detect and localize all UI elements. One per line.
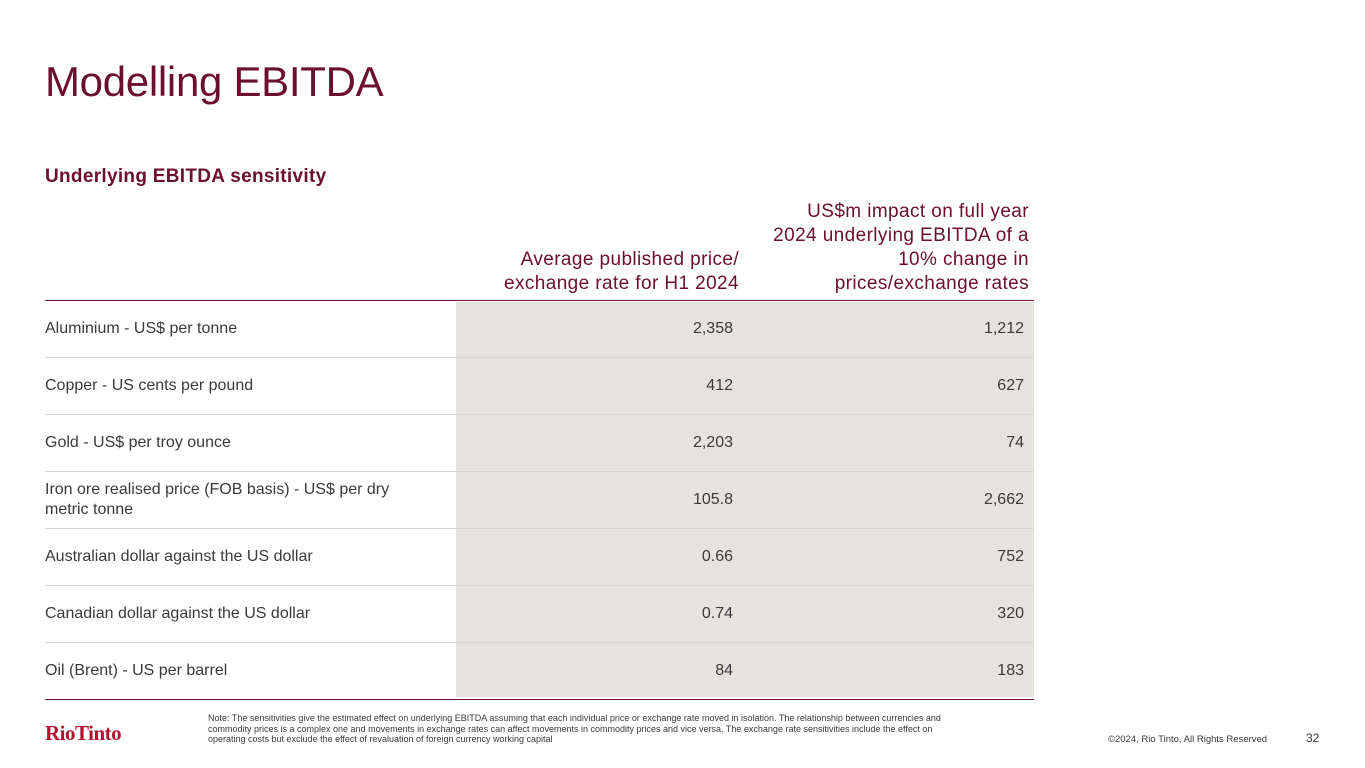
row-impact: 74 <box>1006 434 1024 451</box>
row-impact: 752 <box>997 548 1024 565</box>
table-row: Copper - US cents per pound 412 627 <box>45 358 1034 415</box>
row-impact: 2,662 <box>983 491 1024 508</box>
row-price: 0.66 <box>701 548 733 565</box>
header-average-price: Average published price/ exchange rate f… <box>504 249 739 294</box>
row-impact: 183 <box>997 662 1024 679</box>
copyright-notice: ©2024, Rio Tinto, All Rights Reserved <box>1108 734 1268 745</box>
value-columns-shading <box>456 302 1034 697</box>
table-row: Canadian dollar against the US dollar 0.… <box>45 586 1034 643</box>
table-subtitle: Underlying EBITDA sensitivity <box>45 166 327 187</box>
rio-tinto-logo: RioTinto <box>45 721 122 745</box>
row-price: 84 <box>715 662 733 679</box>
row-price: 105.8 <box>692 491 733 508</box>
table-row: Aluminium - US$ per tonne 2,358 1,212 <box>45 301 1034 358</box>
header-ebitda-impact: US$m impact on full year 2024 underlying… <box>773 201 1029 294</box>
row-impact: 320 <box>997 605 1024 622</box>
page-title: Modelling EBITDA <box>45 58 384 105</box>
row-label: Canadian dollar against the US dollar <box>45 605 311 622</box>
row-price: 2,358 <box>692 320 733 337</box>
footnote: Note: The sensitivities give the estimat… <box>208 713 941 744</box>
row-label: Aluminium - US$ per tonne <box>45 320 238 337</box>
row-impact: 1,212 <box>983 320 1024 337</box>
table-body: Aluminium - US$ per tonne 2,358 1,212 Co… <box>45 301 1034 700</box>
table-row: Gold - US$ per troy ounce 2,203 74 <box>45 415 1034 472</box>
row-label: Gold - US$ per troy ounce <box>45 434 231 451</box>
table-header: Average published price/ exchange rate f… <box>45 200 1034 301</box>
sensitivity-table: Average published price/ exchange rate f… <box>45 200 1034 700</box>
row-label: Iron ore realised price (FOB basis) - US… <box>45 481 390 518</box>
row-impact: 627 <box>997 377 1024 394</box>
row-price: 412 <box>706 377 733 394</box>
row-label: Copper - US cents per pound <box>45 377 254 394</box>
table-row: Oil (Brent) - US per barrel 84 183 <box>45 643 1034 700</box>
table-row: Iron ore realised price (FOB basis) - US… <box>45 472 1034 529</box>
table-row: Australian dollar against the US dollar … <box>45 529 1034 586</box>
row-price: 2,203 <box>692 434 733 451</box>
row-price: 0.74 <box>701 605 733 622</box>
row-label: Oil (Brent) - US per barrel <box>45 662 228 679</box>
row-label: Australian dollar against the US dollar <box>45 548 313 565</box>
page-number: 32 <box>1306 731 1320 745</box>
